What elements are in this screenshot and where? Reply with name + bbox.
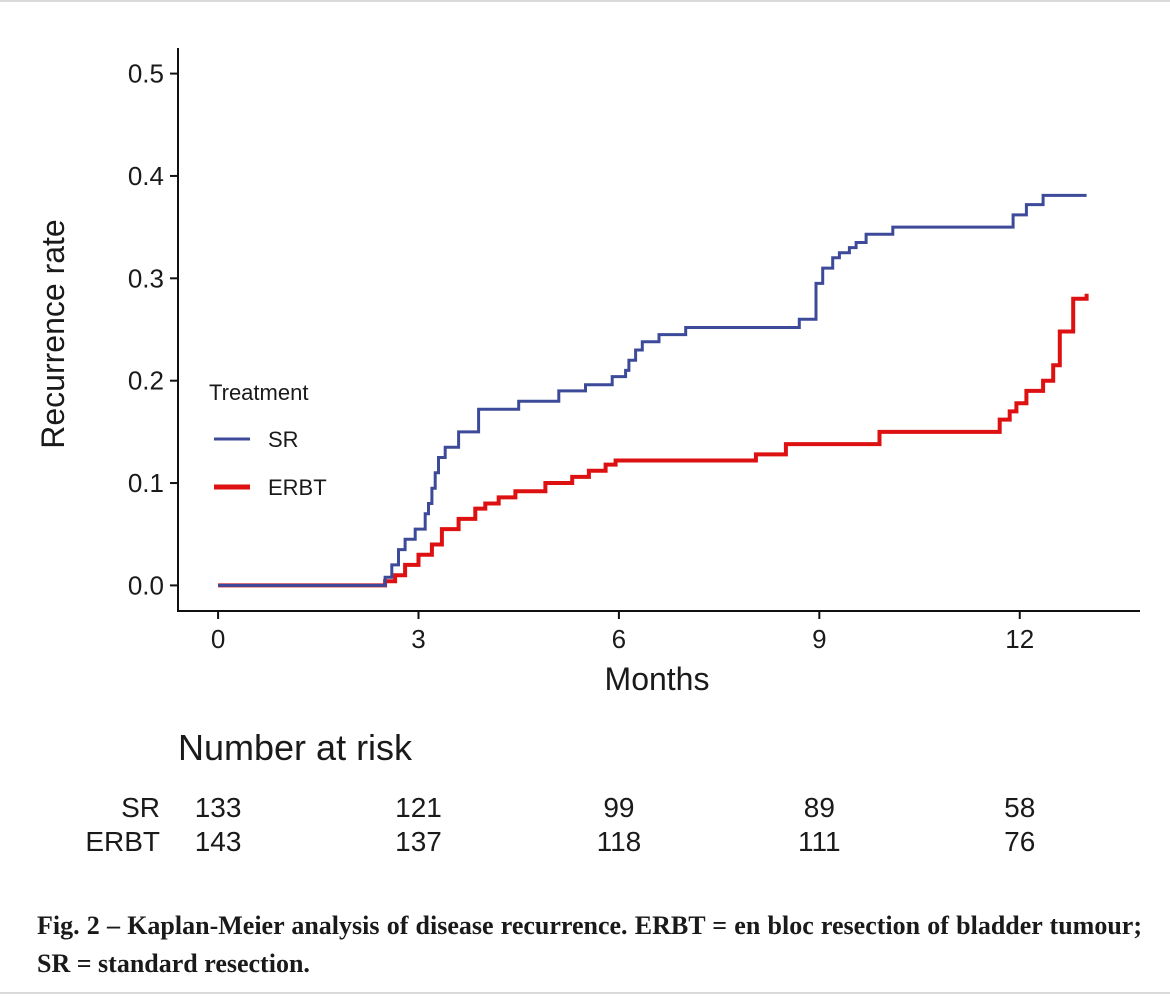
legend-title: Treatment — [209, 380, 308, 405]
y-tick-label: 0.2 — [128, 366, 164, 396]
x-ticks: 0 3 6 9 12 — [211, 611, 1034, 654]
risk-row-label: SR — [121, 792, 160, 823]
legend: Treatment SR ERBT — [209, 380, 327, 500]
risk-value: 121 — [395, 792, 442, 823]
risk-value: 118 — [597, 826, 642, 857]
risk-value: 137 — [395, 826, 442, 857]
risk-value: 76 — [1004, 826, 1035, 857]
y-axis-title: Recurrence rate — [35, 219, 71, 448]
risk-table-title: Number at risk — [178, 727, 413, 768]
figure-caption: Fig. 2 – Kaplan-Meier analysis of diseas… — [37, 911, 1142, 978]
risk-value: 89 — [804, 792, 835, 823]
risk-value: 111 — [798, 826, 841, 857]
risk-table: Number at risk SR 133 121 99 89 58 ERBT 143 137 1… — [85, 727, 1035, 857]
x-tick-label: 0 — [211, 624, 225, 654]
risk-table-rows: SR 133 121 99 89 58 ERBT 143 137 118 111 76 — [85, 792, 1035, 857]
legend-entries: SR ERBT — [214, 427, 327, 500]
risk-value: 99 — [603, 792, 634, 823]
plot-lines — [218, 193, 1089, 588]
legend-label-erbt: ERBT — [268, 475, 327, 500]
axes — [177, 48, 1140, 612]
y-tick-label: 0.0 — [128, 570, 164, 600]
series-line-erbt — [218, 293, 1089, 588]
x-tick-label: 3 — [411, 624, 425, 654]
series-line-sr — [218, 193, 1087, 587]
x-tick-label: 6 — [612, 624, 626, 654]
risk-value: 133 — [195, 792, 242, 823]
x-axis-title: Months — [605, 661, 710, 697]
y-tick-label: 0.3 — [128, 263, 164, 293]
risk-row-label: ERBT — [85, 826, 160, 857]
x-tick-label: 9 — [812, 624, 826, 654]
risk-value: 58 — [1004, 792, 1035, 823]
risk-value: 143 — [195, 826, 242, 857]
legend-label-sr: SR — [268, 427, 299, 452]
y-tick-label: 0.1 — [128, 468, 164, 498]
x-tick-label: 12 — [1005, 624, 1034, 654]
y-tick-label: 0.4 — [128, 161, 164, 191]
y-tick-label: 0.5 — [128, 59, 164, 89]
y-ticks: 0.0 0.1 0.2 0.3 0.4 0.5 — [128, 59, 178, 600]
